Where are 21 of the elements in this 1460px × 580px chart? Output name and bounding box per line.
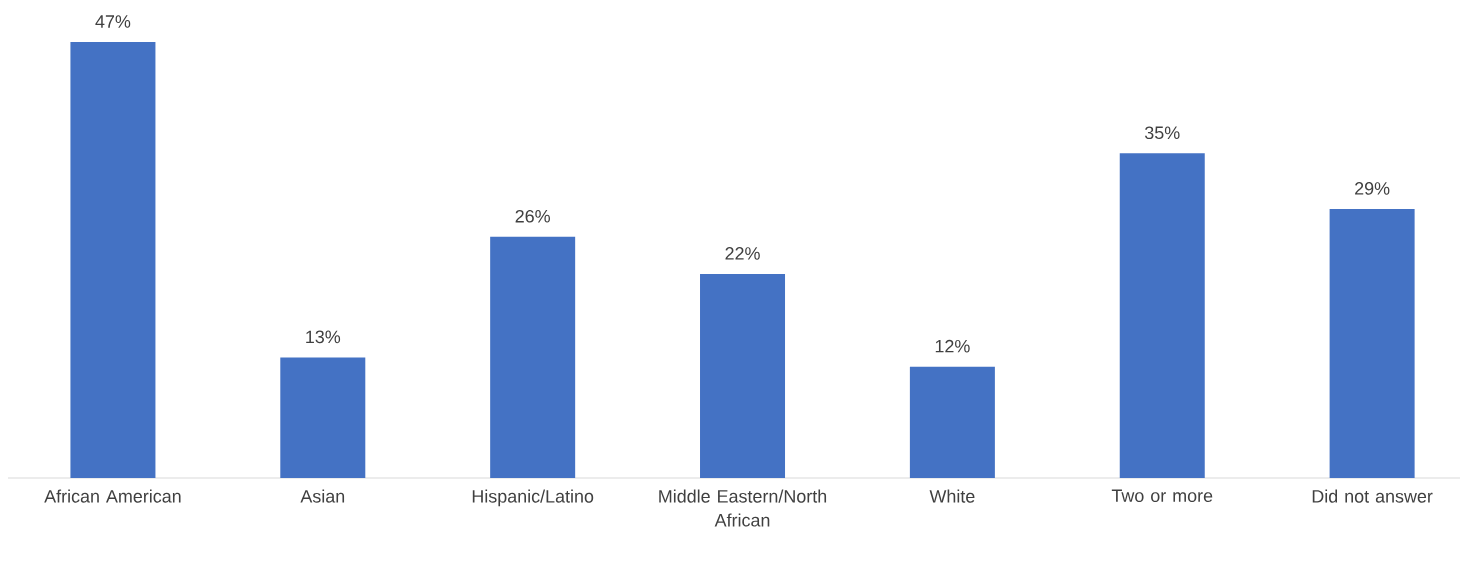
bar bbox=[280, 357, 366, 478]
bar bbox=[1119, 153, 1205, 478]
data-label: 22% bbox=[725, 247, 760, 260]
x-tick-label: Two or more bbox=[1111, 489, 1213, 503]
x-tick-label: Middle Eastern/North African bbox=[659, 489, 827, 527]
bar bbox=[70, 41, 156, 478]
x-tick-label: White bbox=[929, 489, 975, 503]
data-label: 29% bbox=[1355, 182, 1390, 195]
data-label: 12% bbox=[935, 339, 970, 353]
data-label: 26% bbox=[515, 209, 550, 223]
bar bbox=[1329, 208, 1415, 478]
data-label: 47% bbox=[95, 15, 131, 28]
x-tick-label: African American bbox=[44, 489, 181, 503]
bar bbox=[700, 273, 786, 478]
data-label: 35% bbox=[1144, 126, 1180, 140]
x-tick-label: Asian bbox=[300, 489, 345, 503]
bar bbox=[909, 366, 995, 478]
bar bbox=[490, 236, 576, 478]
data-label: 13% bbox=[306, 330, 341, 344]
x-tick-label: Did not answer bbox=[1312, 489, 1433, 503]
x-tick-label: Hispanic/Latino bbox=[472, 489, 594, 507]
